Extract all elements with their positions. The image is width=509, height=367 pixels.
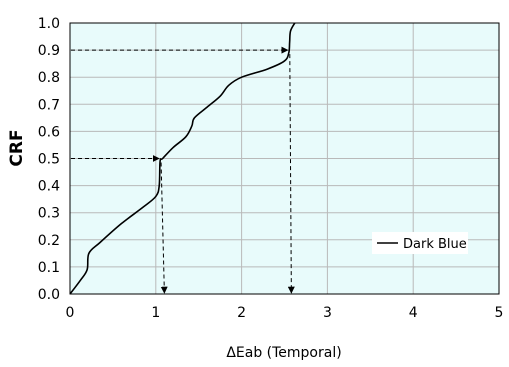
annotation-arrow-vertical-0	[160, 162, 168, 294]
y-tick-label: 0.9	[38, 43, 60, 59]
x-tick-label: 3	[323, 305, 332, 321]
legend: Dark Blue	[372, 232, 468, 254]
x-tick-label: 1	[151, 305, 160, 321]
x-tick-label: 5	[495, 305, 504, 321]
y-tick-label: 0.5	[38, 152, 60, 168]
x-tick-label: 0	[66, 305, 75, 321]
legend-box	[372, 232, 468, 254]
y-tick-label: 0.0	[38, 287, 60, 303]
y-tick-label: 0.2	[38, 233, 60, 249]
annotations	[71, 46, 295, 294]
y-tick-label: 0.7	[38, 97, 60, 113]
plot-frame	[69, 22, 500, 295]
x-tick-label: 2	[237, 305, 246, 321]
series-group	[69, 22, 296, 295]
legend-entry: Dark Blue	[403, 237, 467, 252]
y-tick-label: 0.3	[38, 206, 60, 222]
y-tick-label: 0.8	[38, 70, 60, 86]
annotation-arrow-vertical-1	[287, 54, 295, 294]
y-tick-label: 1.0	[38, 16, 60, 32]
x-axis-ticks: 0 1 2 3 4 5	[66, 305, 504, 321]
y-tick-label: 0.4	[38, 179, 60, 195]
y-tick-label: 0.1	[38, 260, 60, 276]
x-axis-title: ΔEab (Temporal)	[226, 345, 341, 361]
y-axis-title: CRF	[7, 129, 27, 166]
x-tick-label: 4	[409, 305, 418, 321]
y-axis-ticks: 0.0 0.1 0.2 0.3 0.4 0.5 0.6 0.7 0.8 0.9 1.0	[38, 16, 60, 303]
y-tick-label: 0.6	[38, 124, 60, 140]
series-line-dark-blue	[69, 22, 296, 295]
